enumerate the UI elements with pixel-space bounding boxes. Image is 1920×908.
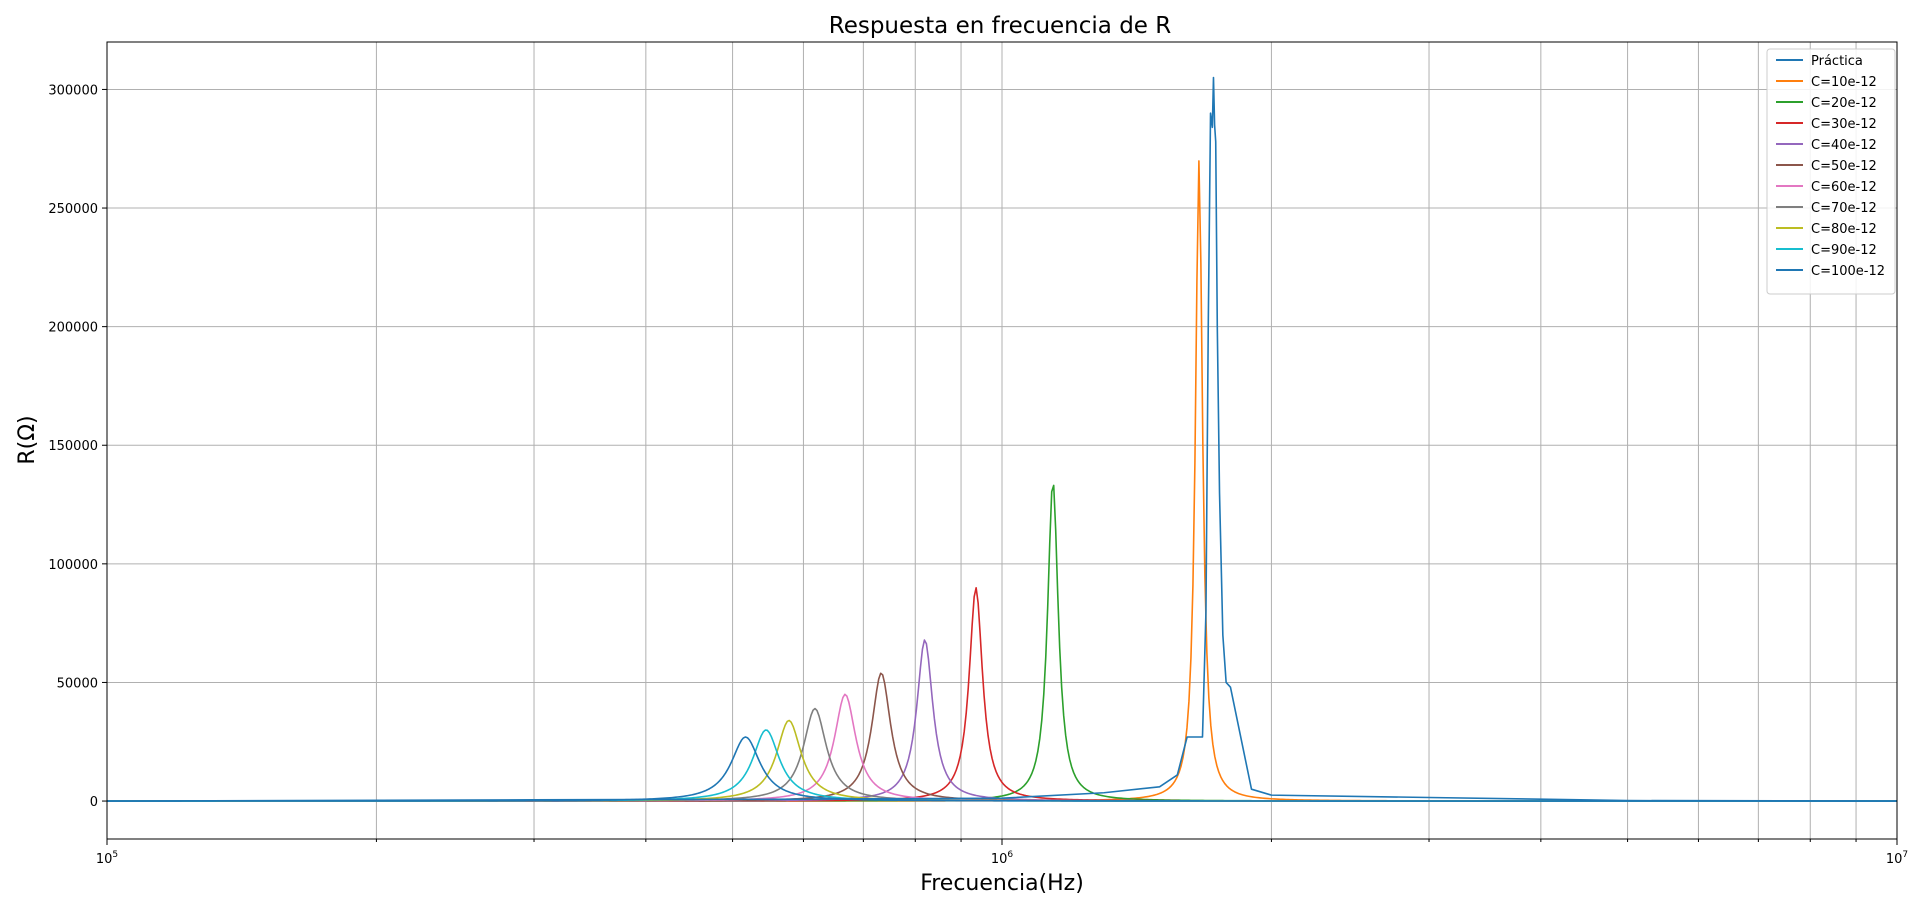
y-tick-label: 100000	[48, 558, 98, 573]
y-tick-label: 150000	[48, 439, 98, 454]
series-layer	[107, 76, 1897, 802]
axis-ticks: 0 50000 100000 150000 200000 250000 300000 105 1…	[48, 83, 1908, 867]
legend: Práctica C=10e-12 C=20e-12 C=30e-12 C=40e-12…	[1766, 48, 1896, 295]
legend-label: C=80e-12	[1811, 222, 1877, 237]
series-line-0	[107, 76, 1897, 802]
legend-label: C=20e-12	[1811, 96, 1877, 111]
plot-area	[107, 76, 1897, 802]
legend-label: C=70e-12	[1811, 201, 1877, 216]
y-tick-label: 300000	[48, 83, 98, 98]
x-tick-label: 106	[991, 850, 1014, 867]
legend-label: C=50e-12	[1811, 159, 1877, 174]
legend-label: C=90e-12	[1811, 243, 1877, 258]
grid-lines	[106, 42, 1897, 839]
legend-label: C=100e-12	[1811, 264, 1885, 279]
x-axis-title: Frecuencia(Hz)	[920, 871, 1084, 896]
y-axis-title: R(Ω)	[15, 415, 40, 464]
legend-label: C=30e-12	[1811, 117, 1877, 132]
legend-label: C=60e-12	[1811, 180, 1877, 195]
legend-label: C=40e-12	[1811, 138, 1877, 153]
y-tick-label: 200000	[48, 321, 98, 336]
x-tick-label: 107	[1886, 850, 1908, 867]
legend-label: C=10e-12	[1811, 75, 1877, 90]
legend-box	[1766, 48, 1896, 295]
y-tick-label: 0	[90, 795, 98, 810]
plot-frame	[106, 41, 1898, 840]
legend-label: Práctica	[1811, 54, 1863, 69]
y-tick-label: 250000	[48, 202, 98, 217]
x-tick-label: 105	[96, 850, 118, 867]
chart-title: Respuesta en frecuencia de R	[829, 13, 1172, 39]
y-tick-label: 50000	[57, 676, 98, 691]
